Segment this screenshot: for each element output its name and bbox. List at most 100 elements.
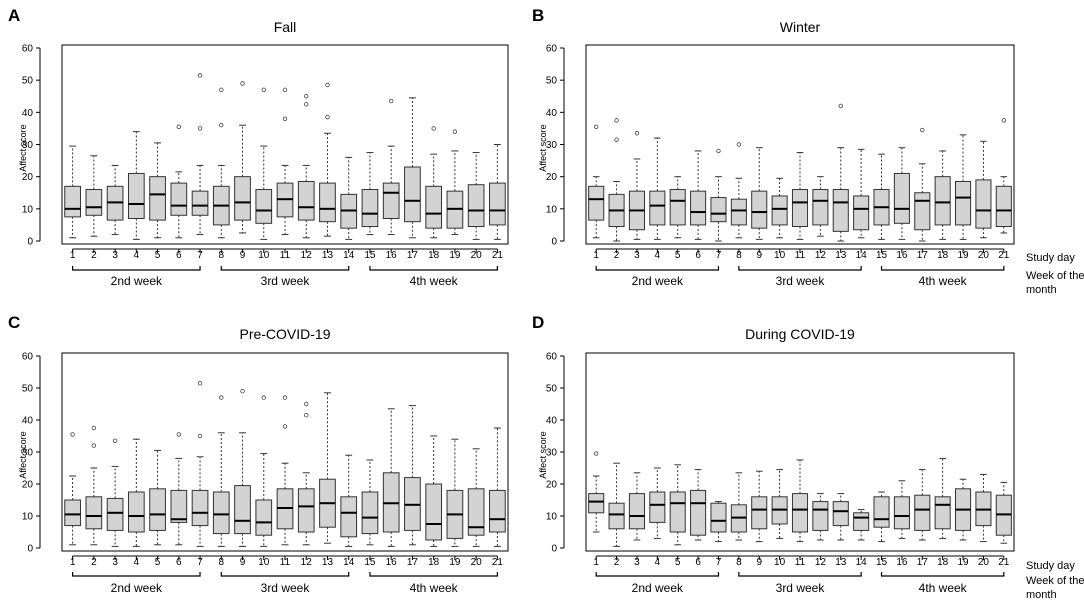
week-label-top-line1: Week of the bbox=[1026, 270, 1084, 282]
y-tick-label: 30 bbox=[546, 448, 558, 459]
iqr-box bbox=[649, 190, 666, 226]
outlier-point bbox=[304, 413, 309, 418]
iqr-box bbox=[127, 491, 145, 533]
box-day-1 bbox=[588, 124, 605, 239]
box-day-7 bbox=[191, 73, 209, 236]
week-label: 4th week bbox=[919, 274, 968, 288]
week-bracket bbox=[220, 266, 350, 271]
box-day-7 bbox=[710, 148, 727, 242]
x-tick-label: 7 bbox=[197, 250, 203, 261]
outlier-point bbox=[219, 122, 224, 128]
week-label: 3rd week bbox=[776, 581, 826, 595]
box-day-19 bbox=[446, 438, 464, 547]
box-day-20 bbox=[467, 448, 485, 547]
y-tick-label: 10 bbox=[546, 204, 558, 215]
iqr-box bbox=[669, 189, 686, 226]
y-tick-label: 10 bbox=[22, 204, 34, 215]
box-day-4 bbox=[649, 137, 666, 240]
chart-title: During COVID-19 bbox=[745, 326, 855, 342]
week-bracket bbox=[220, 572, 350, 577]
box-day-5 bbox=[149, 449, 166, 546]
iqr-box bbox=[730, 198, 747, 226]
box-day-3 bbox=[628, 472, 645, 541]
box-day-12 bbox=[297, 94, 315, 239]
box-day-8 bbox=[730, 142, 747, 239]
x-tick-label: 20 bbox=[978, 250, 990, 261]
x-tick-label: 21 bbox=[492, 557, 504, 568]
box-day-17 bbox=[914, 469, 931, 541]
x-tick-label: 13 bbox=[322, 250, 334, 261]
y-tick-label: 40 bbox=[546, 416, 558, 427]
box-day-21 bbox=[489, 427, 506, 547]
iqr-box bbox=[234, 176, 251, 221]
iqr-box bbox=[588, 493, 605, 514]
x-tick-label: 1 bbox=[70, 250, 76, 261]
outlier-point bbox=[176, 432, 182, 437]
iqr-box bbox=[751, 496, 768, 530]
iqr-box bbox=[914, 192, 931, 231]
x-tick-label: 4 bbox=[655, 557, 661, 568]
week-bracket bbox=[738, 572, 862, 577]
x-tick-label: 12 bbox=[815, 250, 827, 261]
y-tick-label: 50 bbox=[22, 384, 34, 395]
iqr-box bbox=[255, 499, 273, 536]
x-tick-label: 14 bbox=[856, 557, 868, 568]
outlier-point bbox=[452, 129, 458, 134]
y-tick-label: 50 bbox=[22, 76, 34, 87]
outlier-point bbox=[838, 103, 843, 109]
box-day-5 bbox=[149, 142, 166, 239]
box-day-20 bbox=[975, 140, 992, 239]
iqr-box bbox=[955, 180, 972, 226]
iqr-box bbox=[710, 197, 727, 223]
outlier-point bbox=[197, 433, 203, 439]
iqr-box bbox=[361, 491, 379, 535]
x-tick-label: 8 bbox=[736, 250, 742, 261]
x-tick-label: 20 bbox=[471, 557, 483, 568]
box-day-7 bbox=[710, 501, 727, 543]
y-tick-label: 40 bbox=[22, 416, 34, 427]
outlier-point bbox=[431, 126, 436, 131]
y-tick-label: 60 bbox=[22, 44, 34, 55]
panel-letter-b: B bbox=[532, 6, 545, 25]
iqr-box bbox=[489, 182, 506, 226]
box-day-5 bbox=[669, 464, 686, 546]
study-day-label-bottom: Study day bbox=[1026, 560, 1075, 572]
y-tick-label: 20 bbox=[22, 172, 34, 183]
week-label-bottom-line2: month bbox=[1026, 589, 1057, 601]
y-tick-label: 40 bbox=[546, 108, 558, 119]
panel-letter-c: C bbox=[8, 313, 21, 332]
x-tick-label: 1 bbox=[593, 557, 599, 568]
x-tick-label: 21 bbox=[998, 557, 1010, 568]
outlier-point bbox=[197, 126, 203, 131]
x-tick-label: 11 bbox=[280, 557, 291, 568]
x-tick-label: 2 bbox=[91, 557, 97, 568]
iqr-box bbox=[85, 496, 103, 530]
iqr-box bbox=[297, 180, 315, 221]
iqr-box bbox=[832, 189, 849, 232]
x-tick-label: 1 bbox=[593, 250, 599, 261]
x-tick-label: 10 bbox=[258, 557, 270, 568]
iqr-box bbox=[170, 182, 188, 216]
x-tick-label: 20 bbox=[978, 557, 990, 568]
iqr-box bbox=[489, 489, 506, 533]
outlier-point bbox=[304, 401, 309, 407]
y-tick-label: 0 bbox=[27, 237, 33, 248]
x-tick-label: 3 bbox=[634, 557, 640, 568]
outlier-point bbox=[91, 443, 97, 448]
outlier-point bbox=[634, 131, 640, 136]
x-tick-label: 18 bbox=[937, 557, 949, 568]
x-tick-label: 17 bbox=[917, 557, 929, 568]
x-tick-label: 16 bbox=[386, 557, 398, 568]
iqr-box bbox=[893, 496, 910, 530]
study-day-label-top: Study day bbox=[1026, 252, 1075, 264]
x-tick-label: 9 bbox=[240, 250, 246, 261]
box-day-19 bbox=[446, 129, 464, 236]
y-tick-label: 60 bbox=[546, 44, 558, 55]
outlier-point bbox=[219, 395, 224, 400]
outlier-point bbox=[388, 98, 394, 104]
box-day-9 bbox=[234, 81, 251, 234]
y-tick-label: 30 bbox=[22, 140, 34, 151]
iqr-box bbox=[64, 185, 81, 218]
box-day-6 bbox=[690, 150, 707, 240]
